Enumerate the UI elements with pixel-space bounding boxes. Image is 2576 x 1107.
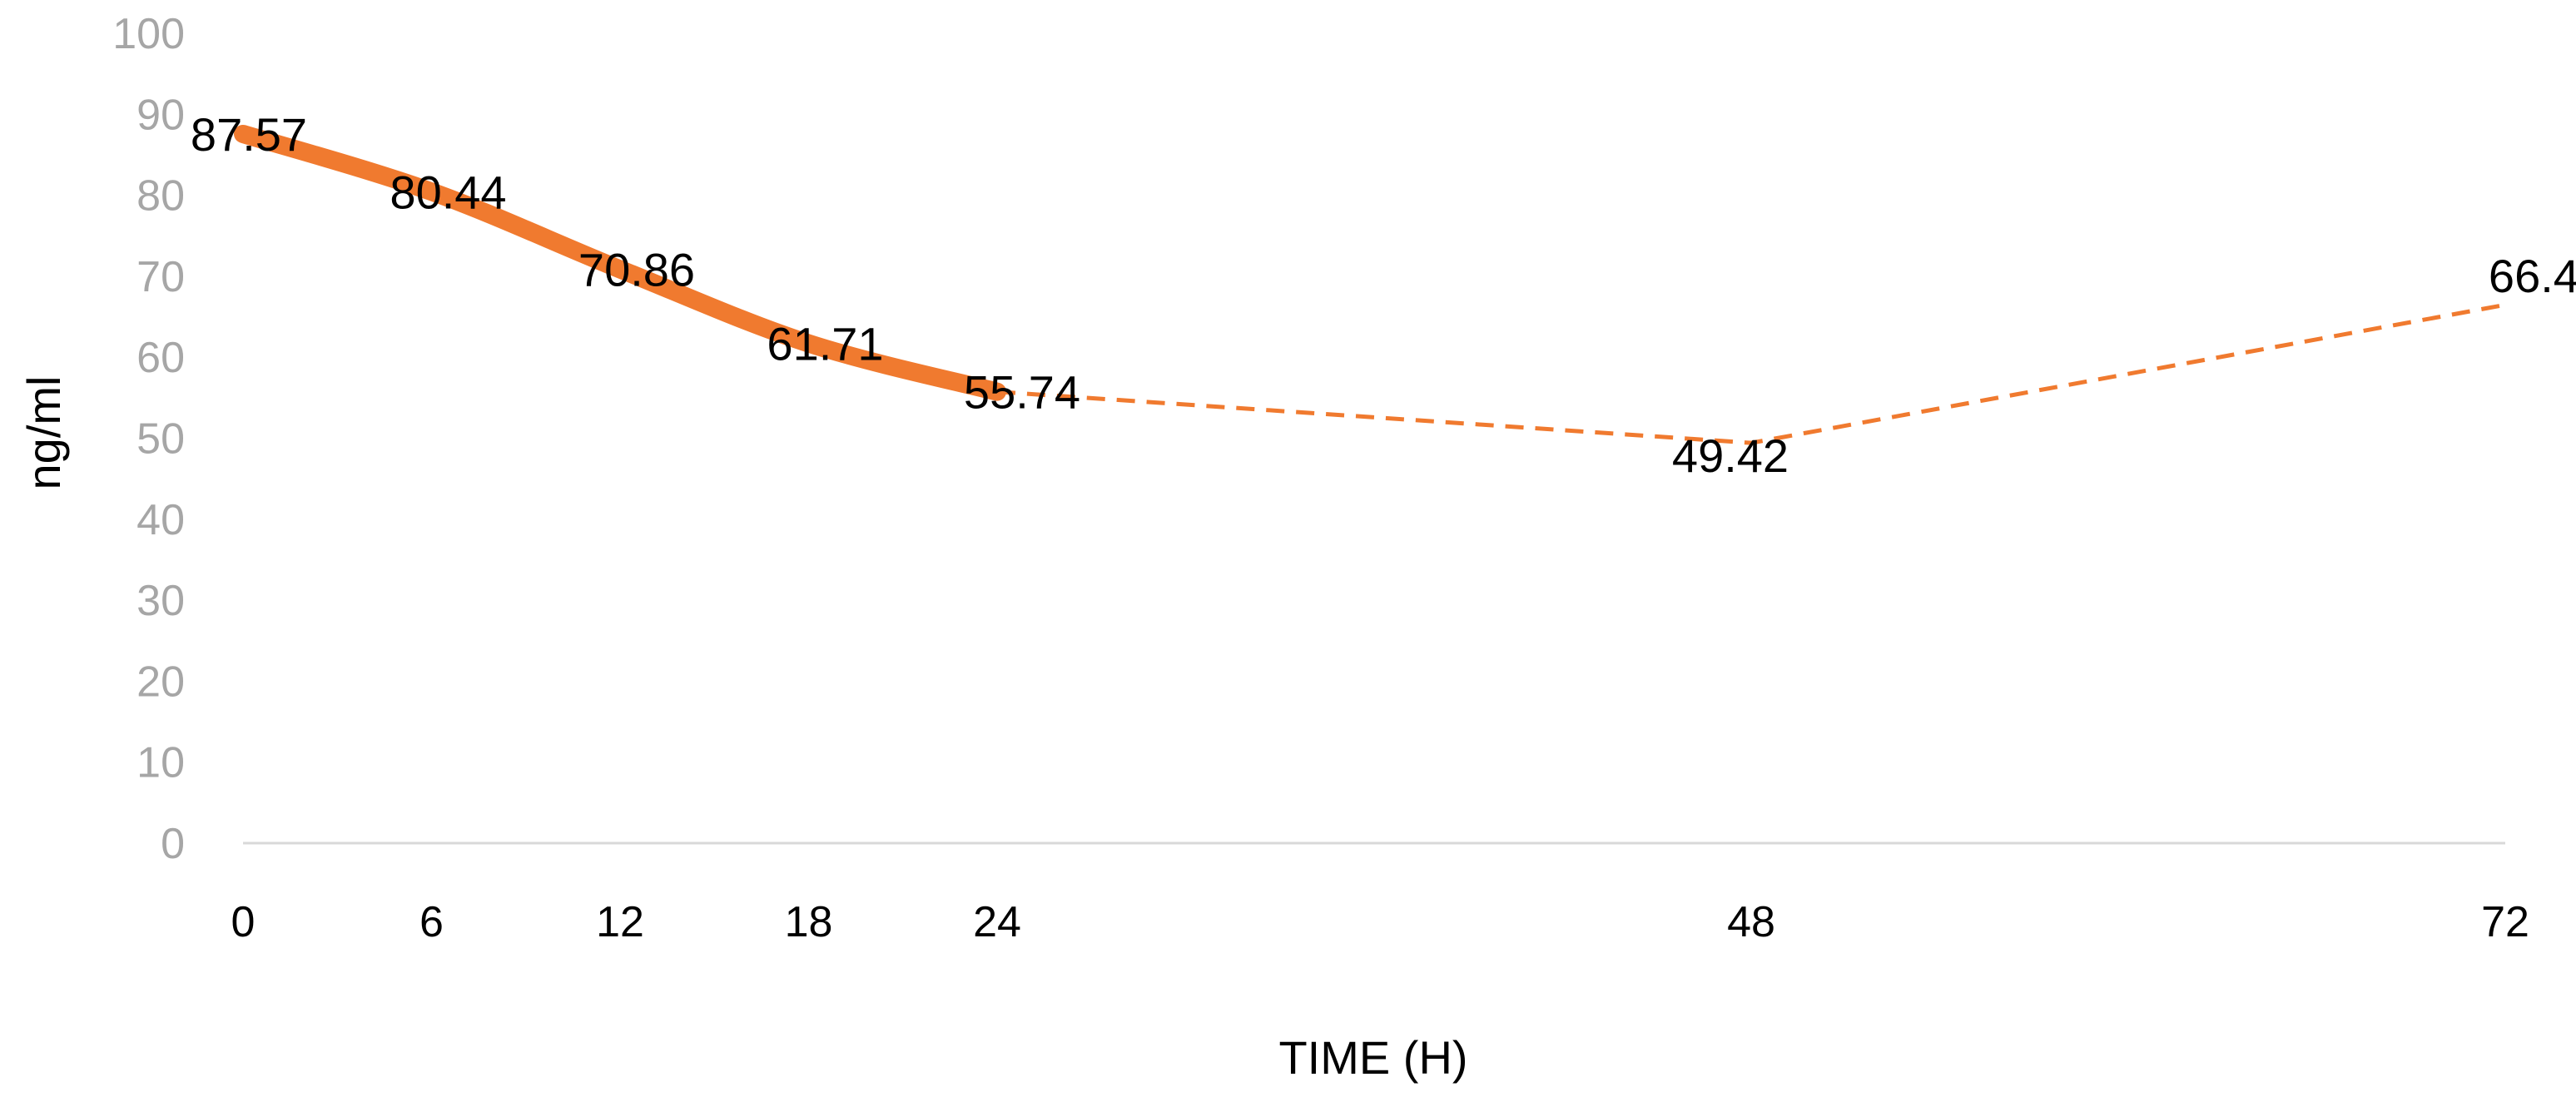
data-label: 87.57 xyxy=(191,108,307,161)
data-label: 70.86 xyxy=(578,244,695,296)
x-axis-ticks: 0 6 12 18 24 48 72 xyxy=(231,898,2529,946)
x-tick-label: 24 xyxy=(973,898,1021,946)
y-axis-title: ng/ml xyxy=(17,376,70,490)
data-label: 55.74 xyxy=(964,366,1080,419)
y-axis-ticks: 0 10 20 30 40 50 60 70 80 90 100 xyxy=(112,10,185,868)
x-tick-label: 0 xyxy=(231,898,256,946)
y-tick-label: 30 xyxy=(136,577,185,625)
y-tick-label: 100 xyxy=(112,10,185,58)
data-label: 80.44 xyxy=(390,166,506,218)
series-lines xyxy=(234,124,2506,445)
y-tick-label: 60 xyxy=(136,334,185,382)
y-tick-label: 80 xyxy=(136,172,185,221)
data-label: 61.71 xyxy=(767,318,883,370)
series-line-solid xyxy=(234,124,1006,401)
y-tick-label: 40 xyxy=(136,496,185,544)
x-tick-label: 18 xyxy=(785,898,833,946)
x-tick-label: 12 xyxy=(596,898,644,946)
y-tick-label: 10 xyxy=(136,739,185,787)
y-tick-label: 50 xyxy=(136,415,185,464)
x-tick-label: 6 xyxy=(419,898,444,946)
x-tick-label: 48 xyxy=(1727,898,1775,946)
y-tick-label: 70 xyxy=(136,253,185,301)
y-tick-label: 0 xyxy=(161,820,185,868)
y-tick-label: 90 xyxy=(136,91,185,139)
x-axis-title: TIME (H) xyxy=(1278,1031,1467,1084)
data-labels: 87.57 80.44 70.86 61.71 55.74 49.42 66.47 xyxy=(191,108,2576,482)
y-tick-label: 20 xyxy=(136,658,185,706)
series-line-dashed xyxy=(996,302,2506,445)
data-label: 66.47 xyxy=(2489,250,2576,302)
x-tick-label: 72 xyxy=(2481,898,2529,946)
data-label: 49.42 xyxy=(1672,429,1789,482)
